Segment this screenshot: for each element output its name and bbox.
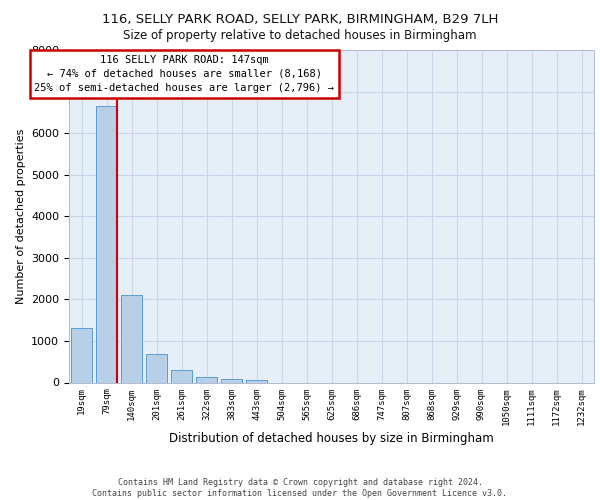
Bar <box>121 295 142 382</box>
Text: Contains HM Land Registry data © Crown copyright and database right 2024.
Contai: Contains HM Land Registry data © Crown c… <box>92 478 508 498</box>
Y-axis label: Number of detached properties: Number of detached properties <box>16 128 26 304</box>
Text: 116, SELLY PARK ROAD, SELLY PARK, BIRMINGHAM, B29 7LH: 116, SELLY PARK ROAD, SELLY PARK, BIRMIN… <box>102 12 498 26</box>
Bar <box>96 106 117 382</box>
X-axis label: Distribution of detached houses by size in Birmingham: Distribution of detached houses by size … <box>169 432 494 445</box>
Bar <box>221 379 242 382</box>
Bar <box>196 377 217 382</box>
Bar <box>246 380 267 382</box>
Text: Size of property relative to detached houses in Birmingham: Size of property relative to detached ho… <box>123 29 477 42</box>
Text: 116 SELLY PARK ROAD: 147sqm
← 74% of detached houses are smaller (8,168)
25% of : 116 SELLY PARK ROAD: 147sqm ← 74% of det… <box>35 55 335 93</box>
Bar <box>146 354 167 382</box>
Bar <box>71 328 92 382</box>
Bar <box>171 370 192 382</box>
